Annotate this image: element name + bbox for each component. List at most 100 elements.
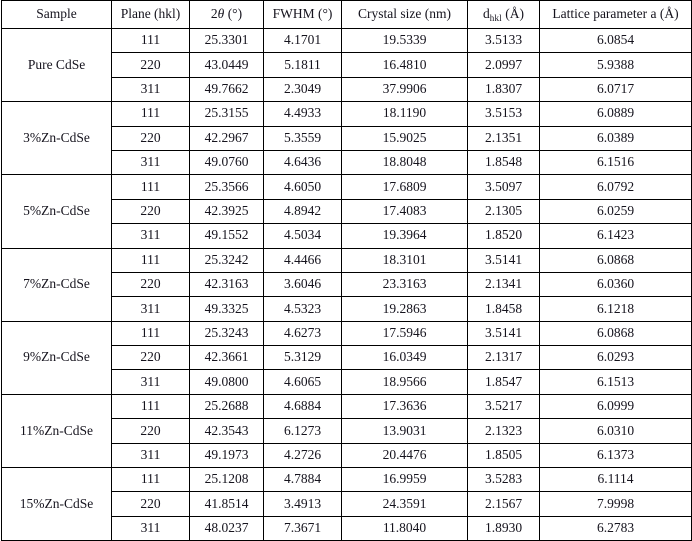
cell-lattice: 6.0868 xyxy=(539,320,692,347)
cell-d: 1.8458 xyxy=(467,296,540,322)
cell-d: 1.8307 xyxy=(467,76,540,103)
table-body: Pure CdSe 111 25.3301 4.1701 19.5339 3.5133 6.… xyxy=(1,27,692,541)
table-row: 9%Zn-CdSe 111 25.3243 4.6273 17.5946 3.5141 6.… xyxy=(1,320,692,395)
cell-size: 19.3964 xyxy=(341,223,468,249)
cell-plane: 111 xyxy=(111,393,190,420)
column-header-d-spacing: dhkl (Å) xyxy=(467,0,540,29)
cell-lattice: 6.0999 xyxy=(539,393,692,420)
cell-fwhm: 5.1811 xyxy=(263,52,342,78)
column-header-sample: Sample xyxy=(1,0,112,29)
cell-d: 2.1567 xyxy=(467,491,540,517)
cell-twotheta: 49.1973 xyxy=(189,442,264,469)
cell-twotheta: 42.3163 xyxy=(189,271,264,298)
column-header-two-theta: 2θ (°) xyxy=(189,0,264,29)
table-header: Sample Plane (hkl) 2θ (°) FWHM (°) Cryst… xyxy=(1,0,692,29)
cell-twotheta: 49.0800 xyxy=(189,369,264,395)
cell-fwhm: 4.6273 xyxy=(263,320,342,347)
cell-d: 1.8520 xyxy=(467,223,540,249)
cell-plane: 220 xyxy=(111,491,190,517)
table-row: 220 43.0449 5.1811 16.4810 2.0997 5.9388 xyxy=(2,52,692,78)
cell-lattice: 6.0310 xyxy=(539,418,692,444)
cell-fwhm: 5.3129 xyxy=(263,345,342,371)
cell-lattice: 6.0854 xyxy=(539,27,692,54)
cell-d: 1.8505 xyxy=(467,442,540,469)
cell-twotheta: 42.2967 xyxy=(189,125,264,151)
cell-twotheta: 25.1208 xyxy=(189,467,264,493)
cell-plane: 311 xyxy=(111,515,190,541)
cell-size: 19.2863 xyxy=(341,296,468,322)
table-row: 311 49.0760 4.6436 18.8048 1.8548 6.1516 xyxy=(2,149,692,176)
cell-lattice: 6.0792 xyxy=(539,174,692,200)
cell-d: 3.5283 xyxy=(467,467,540,493)
cell-lattice: 7.9998 xyxy=(539,491,692,517)
table-row: 15%Zn-CdSe 111 25.1208 4.7884 16.9959 3.5283 6… xyxy=(1,467,692,541)
two-theta-prefix: 2 xyxy=(210,6,218,22)
cell-lattice: 6.1114 xyxy=(539,467,692,493)
cell-lattice: 6.1516 xyxy=(539,149,692,176)
cell-d: 1.8547 xyxy=(467,369,540,395)
cell-plane: 220 xyxy=(111,345,190,371)
cell-d: 3.5217 xyxy=(467,393,540,420)
cell-size: 17.6809 xyxy=(341,174,468,200)
d-subscript-hkl: hkl xyxy=(489,13,502,24)
cell-fwhm: 4.1701 xyxy=(263,27,342,54)
cell-d: 2.1323 xyxy=(467,418,540,444)
cell-size: 18.1190 xyxy=(341,101,468,127)
cell-fwhm: 4.6065 xyxy=(263,369,342,395)
cell-size: 19.5339 xyxy=(341,27,468,54)
cell-d: 3.5141 xyxy=(467,320,540,347)
table-row: 311 49.0800 4.6065 18.9566 1.8547 6.1513 xyxy=(2,369,692,395)
cell-lattice: 6.1218 xyxy=(539,296,692,322)
cell-d: 3.5097 xyxy=(467,174,540,200)
cell-fwhm: 7.3671 xyxy=(263,515,342,541)
cell-twotheta: 49.0760 xyxy=(189,149,264,176)
cell-size: 17.3636 xyxy=(341,393,468,420)
cell-plane: 220 xyxy=(111,52,190,78)
cell-plane: 220 xyxy=(111,125,190,151)
column-header-crystal-size: Crystal size (nm) xyxy=(341,0,468,29)
cell-fwhm: 4.4466 xyxy=(263,247,342,273)
cell-plane: 311 xyxy=(111,76,190,103)
cell-d: 2.1341 xyxy=(467,271,540,298)
cell-size: 24.3591 xyxy=(341,491,468,517)
cell-plane: 311 xyxy=(111,296,190,322)
cell-fwhm: 3.4913 xyxy=(263,491,342,517)
cell-lattice: 5.9388 xyxy=(539,52,692,78)
cell-size: 11.8040 xyxy=(341,515,468,541)
sample-label-cell: 3%Zn-CdSe xyxy=(1,101,112,176)
cell-d: 3.5141 xyxy=(467,247,540,273)
cell-lattice: 6.1513 xyxy=(539,369,692,395)
cell-size: 37.9906 xyxy=(341,76,468,103)
cell-d: 1.8548 xyxy=(467,149,540,176)
cell-twotheta: 43.0449 xyxy=(189,52,264,78)
cell-size: 15.9025 xyxy=(341,125,468,151)
table-row: Pure CdSe 111 25.3301 4.1701 19.5339 3.5133 6.… xyxy=(1,27,692,103)
header-row: Sample Plane (hkl) 2θ (°) FWHM (°) Cryst… xyxy=(1,0,692,29)
cell-size: 16.9959 xyxy=(341,467,468,493)
cell-d: 2.1317 xyxy=(467,345,540,371)
cell-lattice: 6.0360 xyxy=(539,271,692,298)
table-row: 11%Zn-CdSe 111 25.2688 4.6884 17.3636 3.5217 6… xyxy=(1,393,692,469)
cell-fwhm: 4.6884 xyxy=(263,393,342,420)
cell-lattice: 6.1423 xyxy=(539,223,692,249)
cell-twotheta: 25.2688 xyxy=(189,393,264,420)
cell-lattice: 6.0293 xyxy=(539,345,692,371)
cell-size: 17.4083 xyxy=(341,198,468,225)
cell-twotheta: 42.3661 xyxy=(189,345,264,371)
cell-d: 3.5133 xyxy=(467,27,540,54)
cell-twotheta: 25.3243 xyxy=(189,320,264,347)
cell-plane: 311 xyxy=(111,369,190,395)
cell-plane: 220 xyxy=(111,418,190,444)
cell-lattice: 6.0889 xyxy=(539,101,692,127)
cell-twotheta: 48.0237 xyxy=(189,515,264,541)
cell-size: 13.9031 xyxy=(341,418,468,444)
cell-twotheta: 41.8514 xyxy=(189,491,264,517)
sample-label-cell: 7%Zn-CdSe xyxy=(1,247,112,322)
cell-d: 1.8930 xyxy=(467,515,540,541)
cell-d: 2.1351 xyxy=(467,125,540,151)
d-unit: (Å) xyxy=(501,6,524,22)
column-header-plane: Plane (hkl) xyxy=(111,0,190,29)
cell-plane: 311 xyxy=(111,442,190,469)
